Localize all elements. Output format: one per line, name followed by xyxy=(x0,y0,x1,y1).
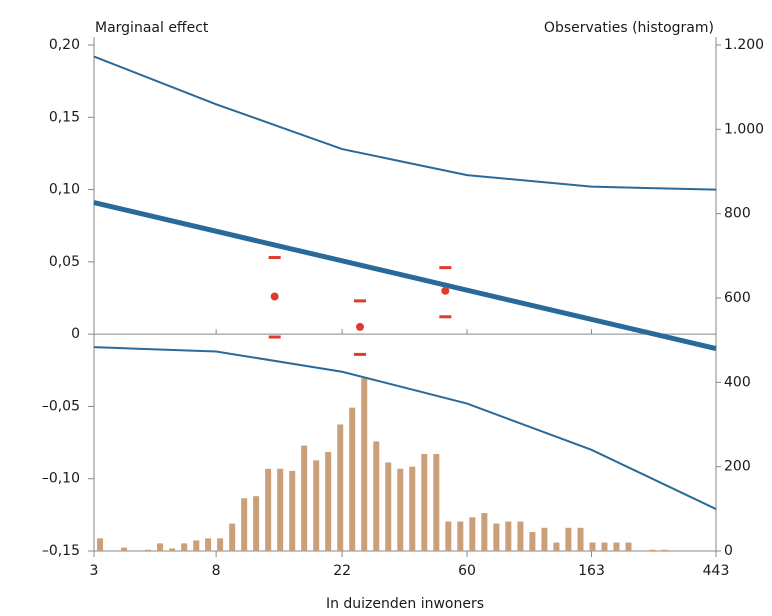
y-tick-label: 0,05 xyxy=(49,254,80,270)
y-tick-label: 0,10 xyxy=(49,182,80,198)
histogram-bar xyxy=(409,466,416,551)
x-tick-label: 22 xyxy=(333,563,351,579)
histogram-bar xyxy=(457,521,464,551)
y-tick-label: 0 xyxy=(71,326,80,342)
histogram-bar xyxy=(649,549,656,551)
histogram-bar xyxy=(337,424,344,551)
point xyxy=(441,286,450,295)
y-tick-label: 0,15 xyxy=(49,109,80,125)
histogram-bar xyxy=(601,542,608,551)
histogram-bar xyxy=(361,378,368,551)
histogram-bar xyxy=(181,543,188,551)
y2-tick-label: 0 xyxy=(724,543,733,559)
line xyxy=(93,200,717,352)
histogram-bar xyxy=(385,462,392,551)
x-tick-label: 8 xyxy=(212,563,221,579)
histogram-bar xyxy=(397,468,404,551)
line xyxy=(93,55,717,191)
y-axis-title: Marginaal effect xyxy=(95,20,209,36)
histogram-bar xyxy=(217,538,224,551)
histogram-bar xyxy=(445,521,452,551)
histogram-bar xyxy=(613,542,620,551)
y2-tick-label: 400 xyxy=(724,374,751,390)
histogram-bar xyxy=(157,543,164,551)
histogram-bar xyxy=(541,527,548,551)
histogram-bar xyxy=(481,513,488,551)
histogram-bar xyxy=(553,542,560,551)
point xyxy=(356,322,365,331)
y2-axis-title: Observaties (histogram) xyxy=(544,20,714,36)
histogram-bar xyxy=(577,527,584,551)
y2-tick-label: 1.000 xyxy=(724,121,764,137)
line xyxy=(93,346,717,510)
histogram-bar xyxy=(241,498,248,551)
x-tick-label: 163 xyxy=(578,563,605,579)
histogram-bar xyxy=(193,540,200,551)
histogram-bar xyxy=(565,527,572,551)
histogram-bar xyxy=(277,468,284,551)
histogram-bar xyxy=(169,548,176,551)
histogram-bar xyxy=(421,454,428,551)
x-tick-label: 3 xyxy=(90,563,99,579)
y-tick-label: –0,15 xyxy=(42,543,80,559)
y-tick-label: 0,20 xyxy=(49,37,80,53)
y-tick-label: –0,05 xyxy=(42,398,80,414)
histogram-bar xyxy=(493,523,500,551)
y2-tick-label: 200 xyxy=(724,459,751,475)
histogram-bar xyxy=(229,523,236,551)
histogram-bar xyxy=(265,468,272,551)
histogram-bar xyxy=(433,454,440,551)
histogram-bar xyxy=(289,470,296,551)
histogram-bar xyxy=(517,521,524,551)
histogram-bar xyxy=(529,532,536,551)
histogram-bar xyxy=(205,538,212,551)
y2-tick-label: 600 xyxy=(724,290,751,306)
histogram-bar xyxy=(253,496,260,551)
histogram-bar xyxy=(661,549,668,551)
histogram-bar xyxy=(469,517,476,551)
point xyxy=(270,292,279,301)
histogram-bar xyxy=(589,542,596,551)
x-tick-label: 60 xyxy=(458,563,476,579)
histogram-bar xyxy=(325,451,332,551)
x-axis-title: In duizenden inwoners xyxy=(326,596,484,612)
y-tick-label: –0,10 xyxy=(42,471,80,487)
histogram-bar xyxy=(121,547,128,551)
histogram-bar xyxy=(313,460,320,551)
histogram-bar xyxy=(97,538,104,551)
histogram-bar xyxy=(373,441,380,551)
histogram-bar xyxy=(625,542,632,551)
y2-tick-label: 1.200 xyxy=(724,37,764,53)
x-tick-label: 443 xyxy=(703,563,730,579)
y2-tick-label: 800 xyxy=(724,206,751,222)
histogram-bar xyxy=(349,407,356,551)
histogram-bar xyxy=(301,445,308,551)
histogram-bar xyxy=(145,549,152,551)
histogram-bar xyxy=(505,521,512,551)
